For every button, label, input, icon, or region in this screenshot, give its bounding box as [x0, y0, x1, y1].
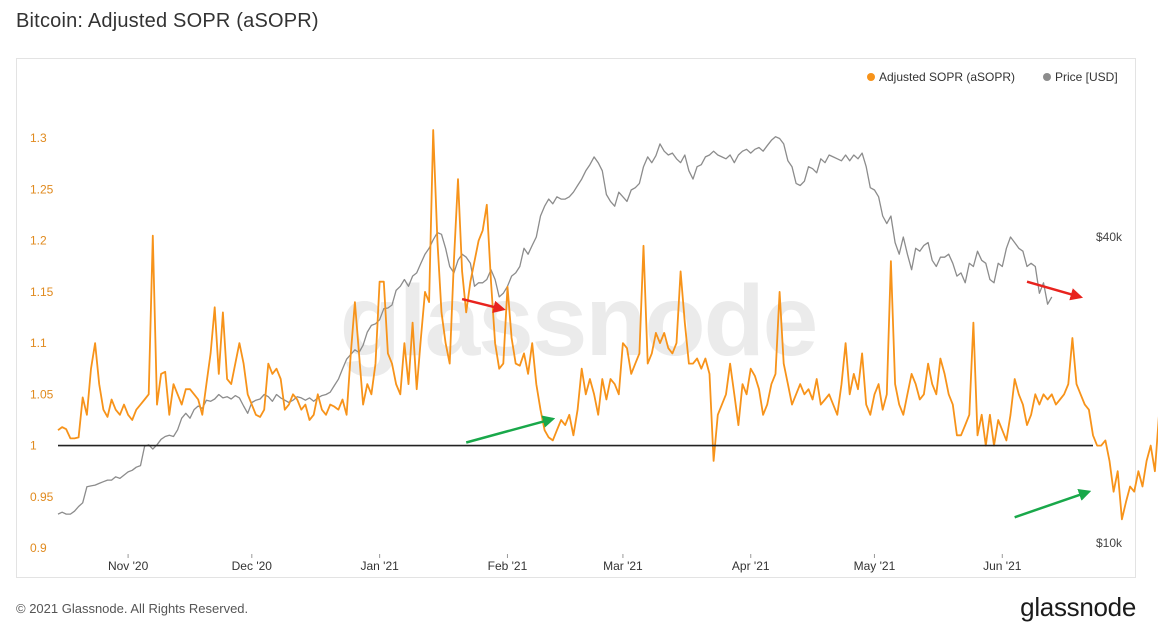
red-arrow	[461, 297, 506, 313]
glassnode-watermark: glassnode	[340, 265, 817, 377]
x-axis: Nov '20 Dec '20 Jan '21 Feb '21 Mar '21 Apr '…	[108, 554, 1022, 573]
green-arrow	[465, 415, 556, 444]
chart-panel	[16, 58, 1136, 578]
y-left-tick-label: 1.15	[30, 285, 54, 299]
legend-price-marker	[1043, 73, 1051, 81]
annotation-arrows	[461, 280, 1092, 519]
legend-asopr-marker	[867, 73, 875, 81]
y-left-tick-label: 1.3	[30, 131, 47, 145]
legend-price-label[interactable]: Price [USD]	[1055, 70, 1118, 84]
legend-asopr-label[interactable]: Adjusted SOPR (aSOPR)	[879, 70, 1015, 84]
page-title: Bitcoin: Adjusted SOPR (aSOPR)	[16, 10, 319, 32]
x-tick-label: Feb '21	[488, 559, 528, 573]
green-arrow	[1014, 489, 1092, 519]
y-axis-right: $10k $40k	[1096, 230, 1123, 550]
y-axis-left: 0.9 0.95 1 1.05 1.1 1.15 1.2 1.25 1.3	[30, 131, 54, 555]
price-line	[57, 136, 1053, 515]
asopr-line	[57, 129, 1158, 521]
y-left-tick-label: 0.95	[30, 490, 54, 504]
x-tick-label: Jun '21	[983, 559, 1022, 573]
y-left-tick-label: 1	[30, 439, 37, 453]
copyright-text: © 2021 Glassnode. All Rights Reserved.	[16, 601, 249, 616]
chart-legend: Adjusted SOPR (aSOPR) Price [USD]	[867, 70, 1118, 84]
y-left-tick-label: 0.9	[30, 541, 47, 555]
asopr-series	[57, 129, 1158, 521]
x-tick-label: Mar '21	[603, 559, 643, 573]
price-series	[57, 136, 1053, 515]
x-tick-label: Jan '21	[360, 559, 399, 573]
red-arrow	[1026, 280, 1084, 301]
x-tick-label: Nov '20	[108, 559, 149, 573]
y-left-tick-label: 1.1	[30, 336, 47, 350]
x-tick-label: Dec '20	[232, 559, 273, 573]
y-left-tick-label: 1.25	[30, 182, 54, 196]
y-right-tick-label: $40k	[1096, 230, 1123, 244]
glassnode-logo: glassnode	[1020, 592, 1136, 622]
y-left-tick-label: 1.2	[30, 234, 47, 248]
x-tick-label: May '21	[854, 559, 896, 573]
x-tick-label: Apr '21	[732, 559, 770, 573]
y-right-tick-label: $10k	[1096, 536, 1123, 550]
y-left-tick-label: 1.05	[30, 387, 54, 401]
